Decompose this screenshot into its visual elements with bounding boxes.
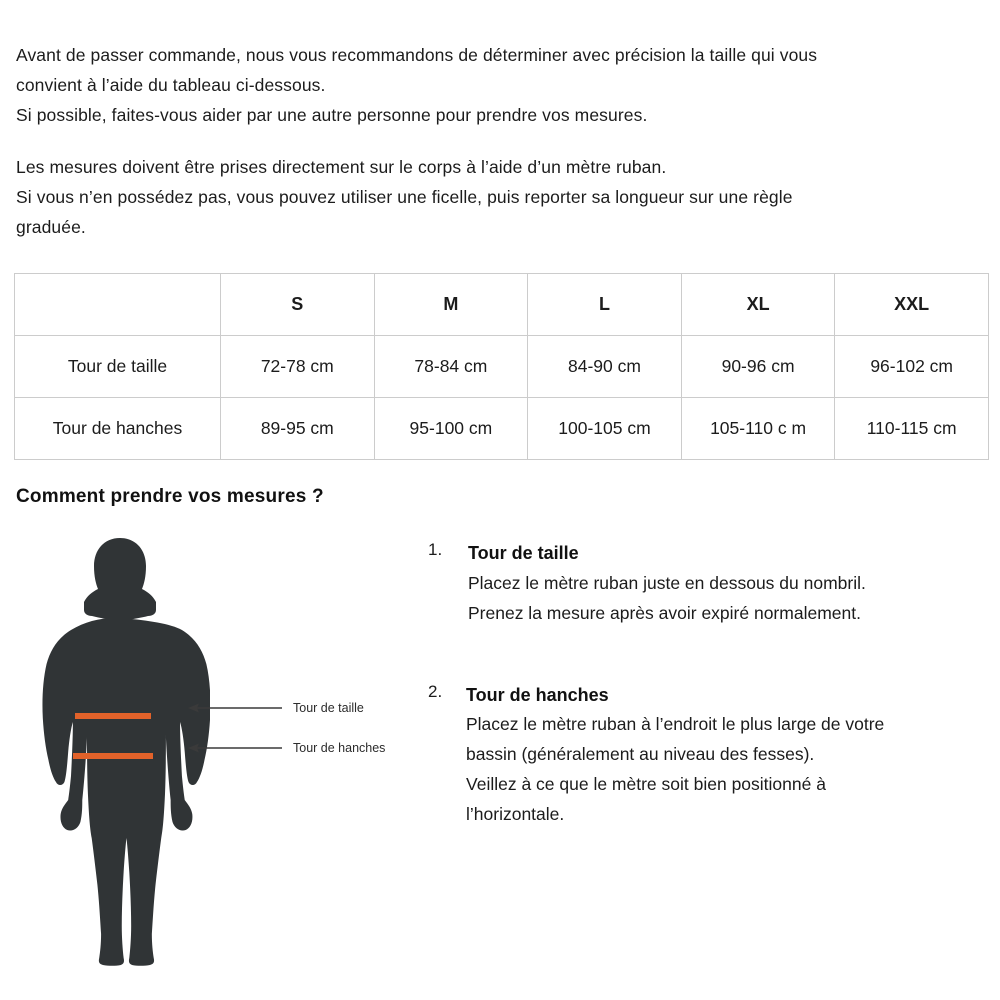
intro-text-block: Avant de passer commande, nous vous reco… (16, 40, 968, 242)
table-corner-cell (14, 273, 221, 336)
arrow-left-icon (188, 703, 282, 713)
intro-paragraph-1-line-1: Avant de passer commande, nous vous reco… (16, 45, 818, 65)
intro-paragraph-2-line-3: graduée. (16, 217, 86, 237)
table-header-size-s: S (220, 273, 375, 336)
table-row: Tour de taille 72-78 cm 78-84 cm 84-90 c… (14, 335, 989, 398)
list-item-body: Tour de hanches Placez le mètre ruban à … (466, 682, 988, 829)
cell-hips-s: 89-95 cm (220, 397, 375, 460)
page-title: Comment prendre vos mesures ? (16, 486, 324, 507)
list-item-number: 1. (428, 540, 443, 559)
list-item-line: l’horizontale. (466, 804, 565, 824)
list-item-body: Tour de taille Placez le mètre ruban jus… (468, 540, 988, 628)
waist-arrow-label: Tour de taille (293, 701, 364, 715)
list-item-line: Veillez à ce que le mètre soit bien posi… (466, 774, 826, 794)
measurement-figure: Tour de taille Tour de hanches (16, 528, 416, 978)
intro-paragraph-1-line-3: Si possible, faites-vous aider par une a… (16, 105, 648, 125)
table-header-row: S M L XL XXL (14, 273, 989, 336)
intro-paragraph-2-line-1: Les mesures doivent être prises directem… (16, 157, 667, 177)
waist-arrow-row: Tour de taille (186, 698, 364, 718)
body-silhouette-icon (42, 538, 210, 966)
list-item-number: 2. (428, 682, 443, 701)
cell-hips-l: 100-105 cm (527, 397, 682, 460)
instructions-list: 1. Tour de taille Placez le mètre ruban … (428, 540, 988, 859)
cell-hips-m: 95-100 cm (373, 397, 529, 460)
hips-arrow-row: Tour de hanches (186, 738, 385, 758)
list-item-line: Placez le mètre ruban à l’endroit le plu… (466, 714, 885, 734)
list-item-line: bassin (généralement au niveau des fesse… (466, 744, 815, 764)
list-item: 1. Tour de taille Placez le mètre ruban … (428, 540, 988, 628)
cell-hips-xxl: 110-115 cm (834, 397, 989, 460)
measurement-arrow-group: Tour de taille Tour de hanches (186, 688, 416, 768)
waist-measure-line (75, 713, 151, 719)
cell-waist-xxl: 96-102 cm (834, 335, 989, 398)
arrow-left-icon (188, 743, 282, 753)
cell-waist-xl: 90-96 cm (680, 335, 836, 398)
row-label-hips: Tour de hanches (14, 397, 221, 460)
list-item: 2. Tour de hanches Placez le mètre ruban… (428, 682, 988, 829)
row-label-waist: Tour de taille (14, 335, 221, 398)
list-item-line: Prenez la mesure après avoir expiré norm… (468, 603, 861, 623)
table-row: Tour de hanches 89-95 cm 95-100 cm 100-1… (14, 397, 989, 460)
cell-waist-m: 78-84 cm (373, 335, 529, 398)
list-item-line: Placez le mètre ruban juste en dessous d… (468, 573, 866, 593)
cell-hips-xl: 105-110 c m (680, 397, 836, 460)
hips-measure-line (73, 753, 153, 759)
table-header-size-m: M (373, 273, 529, 336)
cell-waist-s: 72-78 cm (220, 335, 375, 398)
list-item-title: Tour de hanches (466, 685, 609, 705)
size-chart-table: S M L XL XXL Tour de taille 72-78 cm 78-… (14, 273, 989, 460)
list-item-title: Tour de taille (468, 543, 579, 563)
intro-paragraph-1-line-2: convient à l’aide du tableau ci-dessous. (16, 75, 326, 95)
table-header-size-xl: XL (680, 273, 836, 336)
cell-waist-l: 84-90 cm (527, 335, 682, 398)
paragraph-spacer (16, 130, 968, 152)
table-header-size-xxl: XXL (834, 273, 989, 336)
table-header-size-l: L (527, 273, 682, 336)
hips-arrow-label: Tour de hanches (293, 741, 386, 755)
intro-paragraph-2-line-2: Si vous n’en possédez pas, vous pouvez u… (16, 187, 793, 207)
